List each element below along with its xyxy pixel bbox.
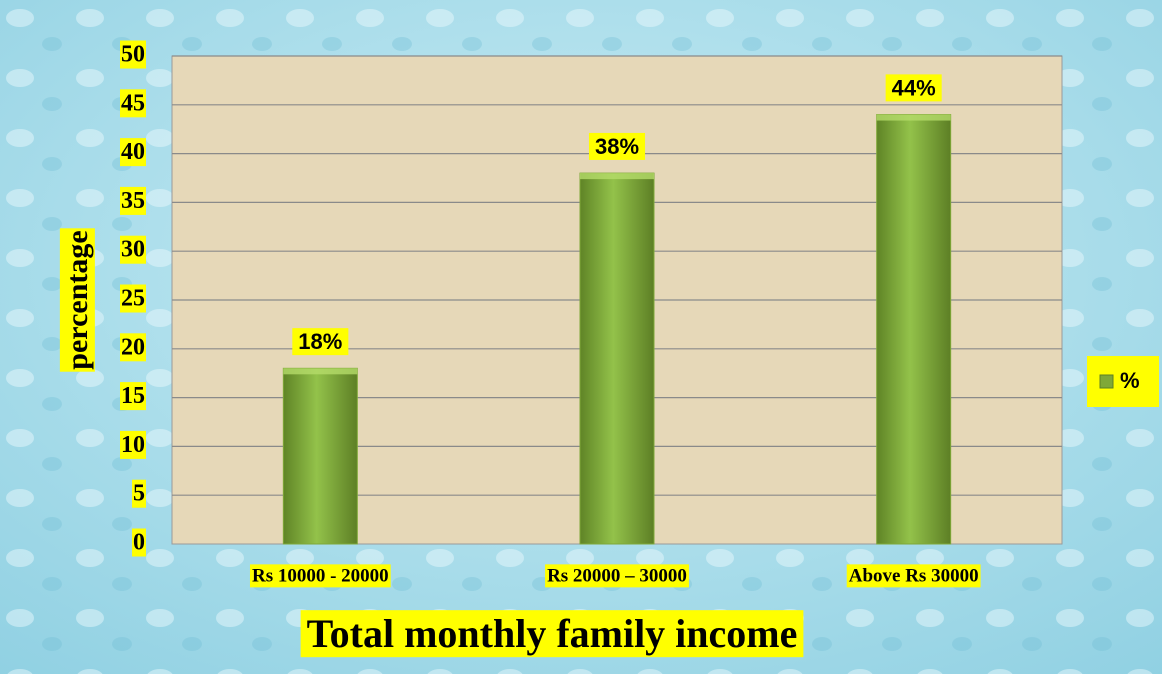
y-tick-label: 15 — [121, 383, 145, 409]
label-highlight — [120, 430, 146, 459]
label-highlight — [300, 610, 804, 658]
label-highlight — [120, 40, 146, 69]
y-axis-title: percentage — [61, 230, 94, 369]
label-highlight — [59, 228, 95, 372]
label-highlight — [120, 138, 146, 167]
legend-label: % — [1120, 368, 1140, 393]
label-highlight — [132, 528, 146, 557]
label-highlight — [132, 479, 146, 508]
y-tick-label: 40 — [121, 139, 145, 165]
y-tick-label: 45 — [121, 90, 145, 116]
value-label: 38% — [595, 134, 639, 159]
label-highlight — [292, 328, 349, 356]
bar — [876, 114, 952, 545]
label-highlight — [120, 89, 146, 118]
y-tick-label: 5 — [133, 481, 145, 507]
legend-swatch — [1099, 374, 1114, 389]
label-highlight — [120, 333, 146, 362]
bar-top — [876, 114, 951, 121]
label-highlight — [120, 284, 146, 313]
bar — [282, 367, 358, 545]
x-tick-label: Above Rs 30000 — [849, 565, 979, 586]
label-highlight — [120, 235, 146, 264]
y-tick-label: 50 — [121, 42, 145, 68]
label-highlight — [846, 564, 981, 588]
bar-top — [580, 173, 654, 180]
y-tick-label: 25 — [121, 286, 145, 312]
label-highlight — [545, 564, 689, 588]
y-tick-label: 10 — [121, 432, 145, 458]
legend-box — [1087, 356, 1159, 407]
label-highlight — [120, 382, 146, 411]
label-highlight — [588, 132, 646, 160]
y-tick-label: 0 — [133, 530, 145, 556]
label-highlight — [249, 564, 391, 588]
y-tick-label: 30 — [121, 237, 145, 263]
x-tick-label: Rs 10000 - 20000 — [252, 565, 389, 586]
value-label: 18% — [298, 329, 342, 354]
bar — [579, 172, 655, 545]
bar-top — [283, 368, 358, 375]
label-highlight — [885, 74, 942, 102]
y-tick-label: 20 — [121, 334, 145, 360]
value-label: 44% — [892, 75, 936, 100]
label-highlight — [120, 186, 146, 215]
y-tick-label: 35 — [121, 188, 145, 214]
x-axis-title: Total monthly family income — [307, 611, 798, 656]
x-tick-label: Rs 20000 – 30000 — [547, 565, 687, 586]
